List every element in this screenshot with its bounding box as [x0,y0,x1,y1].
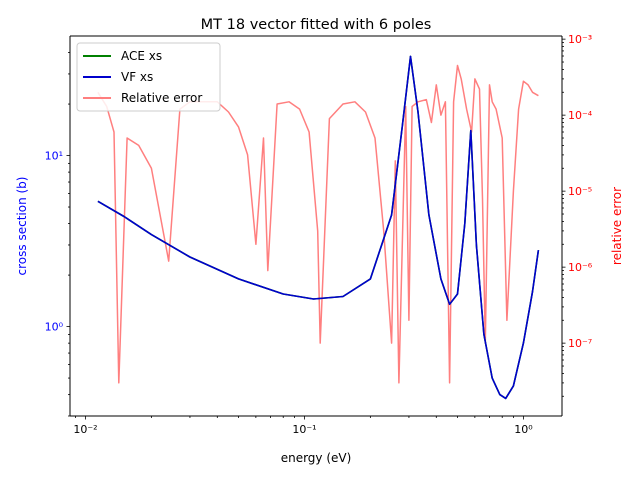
left-y-axis: 10⁰ 10¹ [45,52,70,417]
left-y-tick-label: 10¹ [45,150,63,163]
x-tick-label: 10⁻¹ [292,423,316,436]
x-axis: 10⁻² 10⁻¹ 10⁰ [73,416,533,436]
right-y-axis-label: relative error [610,187,624,265]
x-tick-label: 10⁻² [73,423,97,436]
chart-title: MT 18 vector fitted with 6 poles [201,17,432,33]
legend-label: Relative error [121,91,202,105]
series-line-vf-xs [97,55,540,400]
left-y-axis-label: cross section (b) [15,177,29,276]
left-y-tick-label: 10⁰ [45,321,64,334]
x-tick-label: 10⁰ [514,423,533,436]
right-y-tick-label: 10⁻³ [568,33,592,46]
legend: ACE xs VF xs Relative error [76,42,221,112]
right-y-axis: 10⁻⁷ 10⁻⁶ 10⁻⁵ 10⁻⁴ 10⁻³ [562,33,593,397]
right-y-tick-label: 10⁻⁶ [568,261,593,274]
x-axis-label: energy (eV) [281,451,352,465]
right-y-tick-label: 10⁻⁵ [568,185,592,198]
legend-label: ACE xs [121,49,162,63]
right-y-tick-label: 10⁻⁴ [568,109,593,122]
legend-label: VF xs [121,70,153,84]
legend-box [76,42,221,112]
right-y-tick-label: 10⁻⁷ [568,337,592,350]
